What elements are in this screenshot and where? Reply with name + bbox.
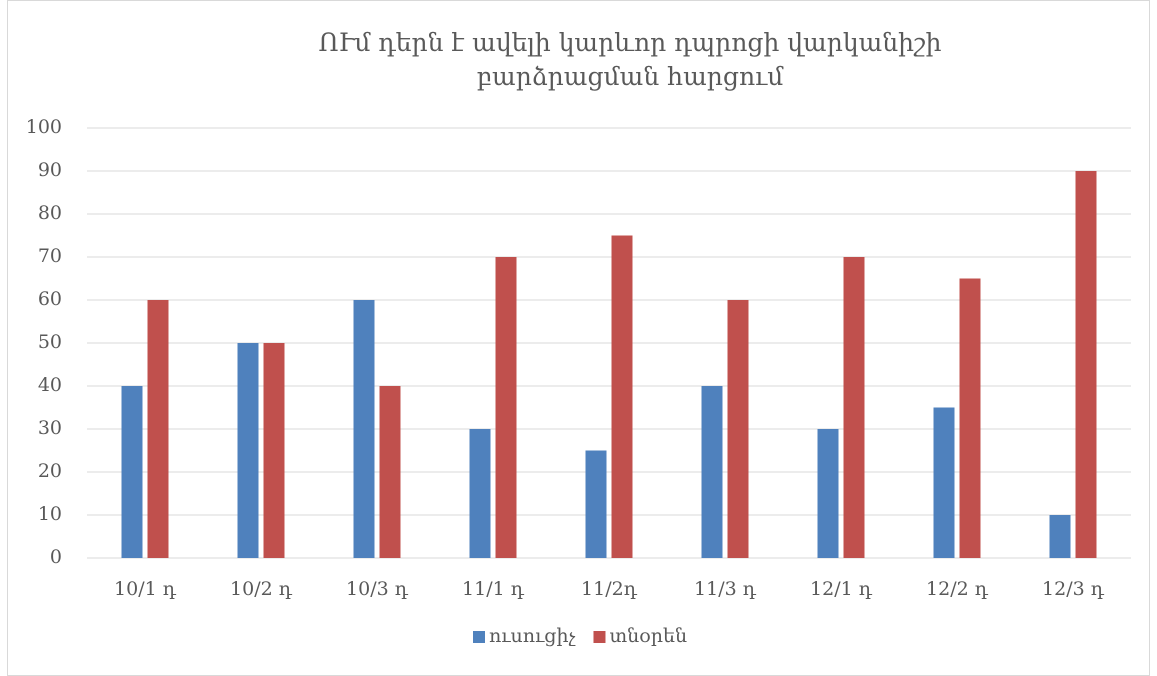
bar <box>1075 171 1097 558</box>
bar <box>495 257 517 558</box>
x-tick-label: 11/2դ <box>581 578 638 600</box>
y-tick-label: 90 <box>38 159 62 181</box>
bar <box>585 450 607 558</box>
bar <box>147 300 169 558</box>
y-tick-label: 80 <box>38 202 62 224</box>
bar <box>237 343 259 558</box>
legend-label: տնօրեն <box>609 625 687 647</box>
y-tick-label: 60 <box>38 288 62 310</box>
legend-swatch <box>593 631 606 643</box>
x-tick-label: 10/2 դ <box>230 578 293 600</box>
bar <box>727 300 749 558</box>
bar <box>121 386 143 558</box>
legend-label: ուսուցիչ <box>489 625 576 647</box>
x-tick-label: 12/1 դ <box>810 578 873 600</box>
bar <box>843 257 865 558</box>
y-tick-label: 20 <box>38 460 62 482</box>
x-tick-label: 10/1 դ <box>114 578 177 600</box>
x-tick-label: 10/3 դ <box>346 578 409 600</box>
bar <box>701 386 723 558</box>
bar <box>263 343 285 558</box>
y-tick-label: 70 <box>38 245 62 267</box>
y-tick-label: 0 <box>50 546 62 568</box>
bar <box>379 386 401 558</box>
y-tick-label: 40 <box>38 374 62 396</box>
y-tick-label: 50 <box>38 331 62 353</box>
bar <box>959 278 981 558</box>
y-tick-label: 30 <box>38 417 62 439</box>
x-tick-label: 12/3 դ <box>1042 578 1105 600</box>
bar <box>353 300 375 558</box>
bar <box>469 429 491 558</box>
y-tick-label: 100 <box>26 116 62 138</box>
legend-swatch <box>473 631 485 643</box>
x-tick-label: 11/1 դ <box>462 578 525 600</box>
bar <box>817 429 839 558</box>
bar <box>611 235 633 558</box>
x-tick-label: 12/2 դ <box>926 578 989 600</box>
bar <box>1049 515 1071 558</box>
x-tick-label: 11/3 դ <box>694 578 757 600</box>
chart-title: ՈՒմ դերն է ավելի կարևոր դպրոցի վարկանիշի… <box>318 28 942 91</box>
y-tick-label: 10 <box>38 503 62 525</box>
bar <box>933 407 955 558</box>
